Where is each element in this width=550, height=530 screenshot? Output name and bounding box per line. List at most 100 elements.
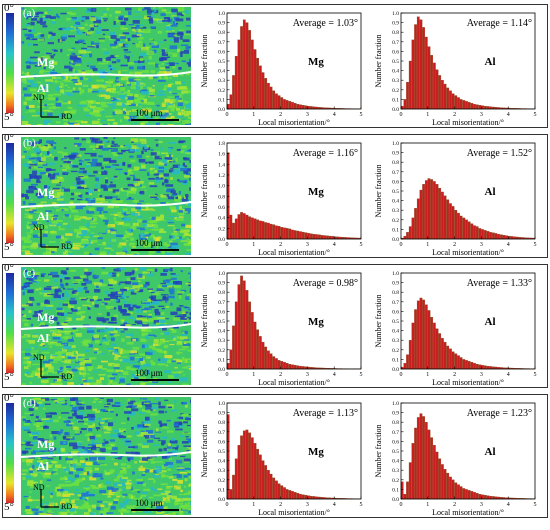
y-tick-label: 0.7 — [218, 430, 225, 436]
y-tick-label: 0.5 — [392, 189, 399, 195]
nd-label: ND — [33, 93, 45, 102]
x-tick-label: 5 — [534, 112, 537, 118]
bar — [470, 362, 474, 370]
x-tick-label: 3 — [306, 112, 309, 118]
bar — [291, 102, 294, 110]
bar — [438, 458, 442, 500]
x-tick-label: 3 — [480, 502, 483, 508]
bar — [508, 235, 511, 240]
bar — [470, 223, 474, 240]
bar — [301, 105, 305, 110]
y-tick-label: 0.3 — [218, 468, 225, 474]
bar — [422, 416, 425, 500]
bar — [229, 349, 233, 370]
bar — [433, 322, 436, 370]
bar — [430, 179, 434, 240]
y-tick-label: 0.5 — [218, 449, 225, 455]
panel-a: 0° 5° (a) Mg Al ND RD 100 μm 0 1 2 3 4 5 0.0 0.1 0.2 0.3 0… — [2, 2, 548, 128]
bar — [288, 101, 292, 110]
bar — [478, 105, 482, 110]
y-tick-label: 1.0 — [218, 271, 225, 277]
bar — [459, 357, 463, 370]
y-tick-label: 1.0 — [392, 141, 399, 147]
y-tick-label: 0.5 — [392, 319, 399, 325]
y-tick-label: 1.0 — [392, 271, 399, 277]
y-tick-label: 1.0 — [392, 11, 399, 17]
x-tick-label: 1 — [252, 112, 255, 118]
y-tick-label: 0.9 — [392, 281, 399, 287]
rd-label: RD — [61, 112, 73, 121]
bar — [505, 235, 509, 240]
y-tick-label: 0.2 — [392, 218, 399, 224]
bar — [411, 217, 415, 240]
bar — [478, 494, 482, 500]
y-tick-label: 0.2 — [218, 348, 225, 354]
bar — [489, 495, 492, 500]
y-tick-label: 0.8 — [392, 160, 399, 166]
bar — [427, 46, 431, 110]
bar — [259, 65, 262, 110]
bar — [481, 494, 484, 500]
x-tick-label: 0 — [226, 372, 229, 378]
bar — [459, 215, 463, 240]
bar — [500, 234, 503, 240]
y-axis-label: Number fraction — [374, 294, 383, 347]
x-tick-label: 5 — [360, 502, 363, 508]
bar — [441, 191, 444, 240]
x-tick-label: 5 — [534, 502, 537, 508]
map-label-al: Al — [37, 209, 49, 223]
y-tick-label: 0.1 — [392, 97, 399, 103]
y-tick-label: 0.1 — [218, 97, 225, 103]
bar — [264, 78, 268, 110]
y-tick-label: 0.8 — [218, 30, 225, 36]
y-tick-label: 0.9 — [392, 151, 399, 157]
bar — [245, 429, 249, 500]
y-tick-label: 0.6 — [218, 439, 225, 445]
colorbar-bottom-label: 5° — [4, 241, 14, 253]
bar — [473, 363, 476, 370]
average-annotation: Average = 1.03° — [293, 18, 358, 29]
bar — [326, 235, 329, 240]
bar — [411, 443, 415, 500]
bar — [459, 486, 463, 500]
phase-label: Al — [485, 316, 496, 328]
y-tick-label: 0.9 — [218, 411, 225, 417]
bar — [454, 210, 458, 240]
y-tick-label: 0.9 — [392, 411, 399, 417]
bar — [232, 325, 235, 370]
x-tick-label: 0 — [400, 242, 403, 248]
phase-label: Mg — [308, 316, 324, 328]
y-tick-label: 0.6 — [218, 309, 225, 315]
bar — [422, 27, 425, 110]
y-tick-label: 0.2 — [218, 226, 225, 232]
bar — [307, 232, 310, 240]
bar — [414, 208, 417, 240]
bar — [277, 226, 281, 240]
map-label-mg: Mg — [37, 310, 55, 324]
bar — [486, 495, 490, 500]
bar — [250, 437, 254, 500]
y-tick-label: 0.3 — [392, 208, 399, 214]
bar — [451, 351, 455, 370]
bar — [320, 235, 324, 240]
bar — [435, 184, 439, 240]
bar — [467, 221, 471, 240]
y-tick-label: 0.4 — [218, 216, 225, 222]
bar — [467, 102, 471, 110]
x-tick-label: 1 — [252, 502, 255, 508]
colorbar-top-label: 0° — [4, 392, 14, 404]
bar — [478, 228, 482, 240]
bar — [280, 361, 284, 370]
bar — [242, 430, 246, 500]
bar — [462, 488, 466, 500]
colorbar-bottom-label: 5° — [4, 501, 14, 513]
bar — [296, 365, 300, 370]
bar — [288, 490, 292, 500]
x-tick-label: 5 — [360, 112, 363, 118]
bar — [408, 462, 412, 500]
bar — [443, 469, 447, 500]
bar — [240, 275, 243, 370]
y-tick-label: 0.0 — [392, 237, 399, 243]
bar — [411, 39, 415, 110]
bar — [449, 90, 452, 110]
